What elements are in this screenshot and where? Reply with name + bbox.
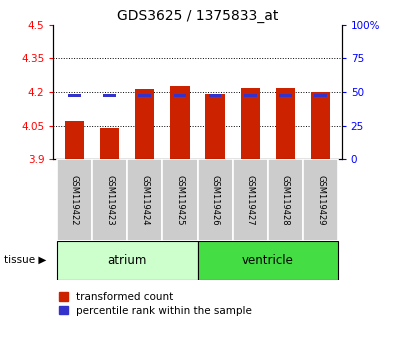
Bar <box>68 94 81 97</box>
Text: GSM119424: GSM119424 <box>140 175 149 225</box>
Text: GSM119428: GSM119428 <box>281 175 290 225</box>
Bar <box>241 87 260 159</box>
Text: GSM119422: GSM119422 <box>70 175 79 225</box>
Bar <box>244 94 256 97</box>
Bar <box>135 89 154 159</box>
Text: atrium: atrium <box>107 254 147 267</box>
Bar <box>139 94 151 97</box>
Bar <box>311 92 330 159</box>
Bar <box>198 241 338 280</box>
Bar <box>57 241 198 280</box>
Bar <box>100 128 119 159</box>
Bar <box>209 94 221 97</box>
Bar <box>303 159 338 241</box>
Bar <box>174 94 186 97</box>
Bar <box>65 121 84 159</box>
Legend: transformed count, percentile rank within the sample: transformed count, percentile rank withi… <box>58 292 252 316</box>
Bar <box>162 159 198 241</box>
Bar <box>92 159 127 241</box>
Bar <box>268 159 303 241</box>
Text: ventricle: ventricle <box>242 254 294 267</box>
Text: GSM119423: GSM119423 <box>105 175 114 225</box>
Text: tissue ▶: tissue ▶ <box>4 255 46 265</box>
Text: GSM119426: GSM119426 <box>211 175 220 225</box>
Text: GSM119427: GSM119427 <box>246 175 255 225</box>
Bar <box>170 86 190 159</box>
Bar <box>127 159 162 241</box>
Bar <box>279 94 292 97</box>
Bar <box>57 159 92 241</box>
Bar <box>314 94 327 97</box>
Bar <box>233 159 268 241</box>
Bar <box>276 87 295 159</box>
Text: GSM119429: GSM119429 <box>316 175 325 225</box>
Bar <box>198 159 233 241</box>
Text: GDS3625 / 1375833_at: GDS3625 / 1375833_at <box>117 9 278 23</box>
Bar <box>103 94 116 97</box>
Text: GSM119425: GSM119425 <box>175 175 184 225</box>
Bar <box>205 94 225 159</box>
